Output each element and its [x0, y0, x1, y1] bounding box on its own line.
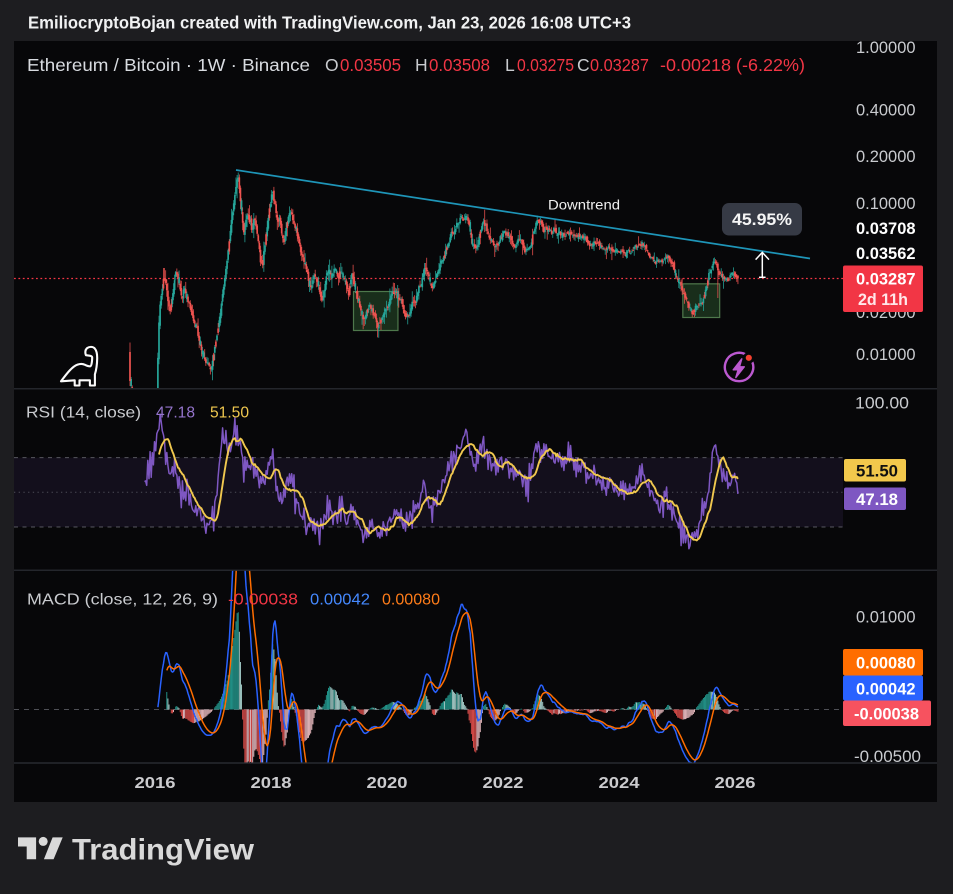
svg-text:0.03505: 0.03505: [340, 55, 401, 75]
svg-text:0.00080: 0.00080: [382, 592, 440, 609]
svg-text:-0.00218 (-6.22%): -0.00218 (-6.22%): [660, 55, 805, 75]
svg-text:47.18: 47.18: [856, 490, 898, 509]
svg-text:2024: 2024: [599, 775, 640, 792]
svg-text:2d 11h: 2d 11h: [858, 290, 908, 309]
svg-text:45.95%: 45.95%: [732, 210, 792, 229]
svg-text:2020: 2020: [367, 775, 408, 792]
svg-text:0.03287: 0.03287: [856, 270, 916, 289]
svg-text:C: C: [577, 55, 590, 75]
svg-text:TradingView: TradingView: [72, 834, 255, 867]
svg-text:0.01000: 0.01000: [856, 345, 916, 364]
svg-text:EmiliocryptoBojan created with: EmiliocryptoBojan created with TradingVi…: [28, 13, 631, 33]
svg-text:-0.00038: -0.00038: [228, 592, 298, 609]
svg-text:0.03708: 0.03708: [856, 219, 916, 238]
svg-text:O: O: [325, 55, 339, 75]
svg-text:RSI (14, close): RSI (14, close): [26, 405, 141, 422]
svg-text:0.40000: 0.40000: [856, 100, 916, 119]
svg-text:0.03508: 0.03508: [429, 55, 490, 75]
svg-text:2016: 2016: [135, 775, 176, 792]
svg-text:0.03287: 0.03287: [590, 55, 649, 75]
svg-text:0.00042: 0.00042: [856, 679, 916, 698]
svg-text:-0.00500: -0.00500: [854, 747, 921, 766]
svg-text:0.00042: 0.00042: [310, 592, 370, 609]
svg-text:0.03562: 0.03562: [856, 244, 916, 263]
svg-text:H: H: [415, 55, 428, 75]
svg-text:2022: 2022: [483, 775, 524, 792]
svg-text:51.50: 51.50: [210, 405, 249, 422]
svg-text:Ethereum / Bitcoin · 1W · Bina: Ethereum / Bitcoin · 1W · Binance: [27, 55, 310, 75]
svg-text:-0.00038: -0.00038: [854, 704, 919, 723]
svg-text:51.50: 51.50: [856, 461, 898, 480]
svg-text:MACD (close, 12, 26, 9): MACD (close, 12, 26, 9): [27, 592, 218, 609]
svg-text:0.10000: 0.10000: [856, 194, 916, 213]
svg-text:47.18: 47.18: [156, 405, 195, 422]
svg-text:1.00000: 1.00000: [856, 38, 916, 57]
svg-text:0.00080: 0.00080: [856, 653, 916, 672]
svg-text:0.01000: 0.01000: [856, 607, 916, 626]
svg-text:100.00: 100.00: [855, 394, 909, 413]
svg-text:0.20000: 0.20000: [856, 147, 916, 166]
svg-text:2018: 2018: [251, 775, 292, 792]
svg-text:0.03275: 0.03275: [517, 55, 574, 75]
svg-text:2026: 2026: [715, 775, 756, 792]
svg-text:Downtrend: Downtrend: [548, 197, 620, 213]
svg-text:L: L: [505, 55, 515, 75]
